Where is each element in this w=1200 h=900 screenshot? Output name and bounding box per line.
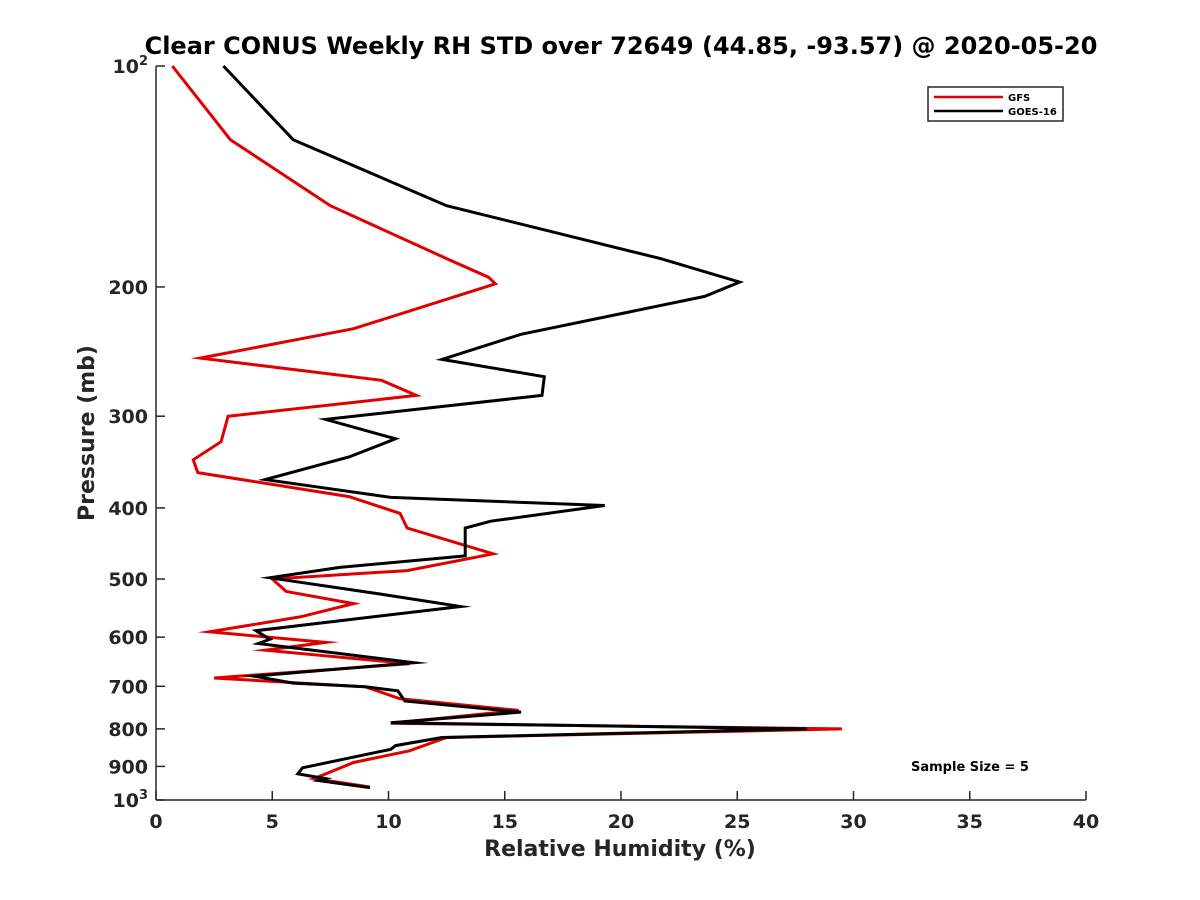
y-tick-label: 900 — [108, 756, 148, 778]
x-tick-label: 15 — [492, 811, 518, 833]
axes-group — [155, 66, 1086, 801]
y-tick-label: 400 — [108, 498, 148, 520]
y-tick-label: 800 — [108, 719, 148, 741]
legend: GFS GOES-16 — [927, 86, 1064, 122]
y-tick-label: 102 — [113, 54, 149, 78]
chart-title: Clear CONUS Weekly RH STD over 72649 (44… — [145, 32, 1098, 60]
legend-gfs-label: GFS — [1008, 93, 1030, 104]
y-tick-label: 700 — [108, 676, 148, 698]
x-axis-label: Relative Humidity (%) — [484, 837, 756, 862]
legend-box — [927, 86, 1064, 122]
y-tick-label: 103 — [113, 788, 149, 812]
x-tick-label: 40 — [1073, 811, 1099, 833]
y-tick-label: 600 — [108, 627, 148, 649]
y-axis-label: Pressure (mb) — [75, 345, 100, 521]
x-tick-label: 30 — [840, 811, 866, 833]
x-tick-label: 20 — [608, 811, 634, 833]
legend-goes16-label: GOES-16 — [1008, 107, 1057, 118]
plot-series-group — [171, 64, 842, 790]
ticks-group: 0 5 10 15 20 25 30 35 40 102 200 300 400 500 600 700 800… — [108, 54, 1099, 833]
y-tick-label: 300 — [108, 406, 148, 428]
series-line-goes16 — [222, 64, 808, 790]
y-tick-label: 200 — [108, 277, 148, 299]
x-tick-label: 5 — [266, 811, 279, 833]
x-tick-label: 35 — [957, 811, 983, 833]
sample-size-annotation: Sample Size = 5 — [911, 760, 1029, 775]
x-tick-label: 0 — [149, 811, 162, 833]
x-tick-label: 10 — [375, 811, 401, 833]
x-tick-label: 25 — [724, 811, 750, 833]
y-tick-label: 500 — [108, 569, 148, 591]
